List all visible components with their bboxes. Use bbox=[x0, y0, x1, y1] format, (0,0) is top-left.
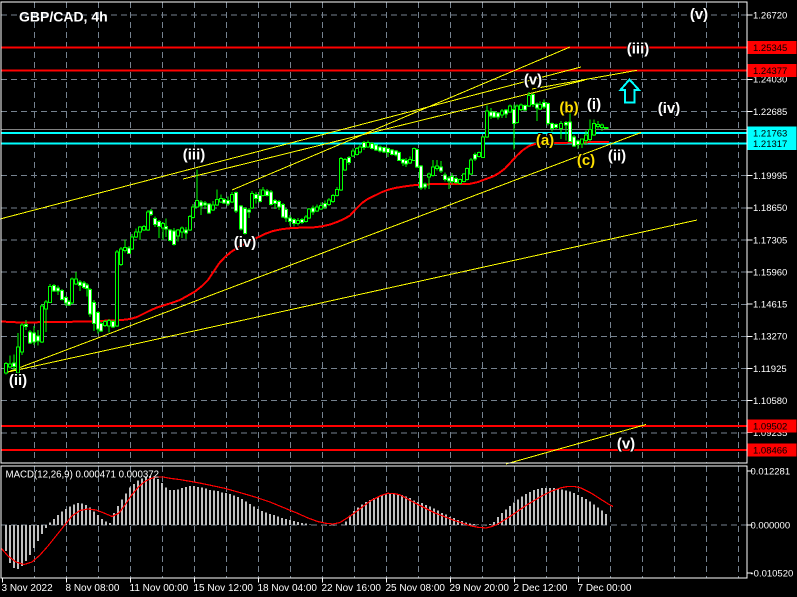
svg-text:3 Nov 2022: 3 Nov 2022 bbox=[2, 583, 54, 594]
svg-text:(v): (v) bbox=[617, 436, 635, 453]
svg-text:(iv): (iv) bbox=[658, 100, 681, 117]
svg-text:(iii): (iii) bbox=[627, 41, 650, 58]
svg-text:(b): (b) bbox=[559, 100, 578, 117]
svg-text:(ii): (ii) bbox=[9, 372, 27, 389]
svg-text:29 Nov 20:00: 29 Nov 20:00 bbox=[450, 583, 510, 594]
svg-text:1.24030: 1.24030 bbox=[753, 75, 787, 86]
svg-text:18 Nov 04:00: 18 Nov 04:00 bbox=[258, 583, 318, 594]
svg-text:7 Dec 00:00: 7 Dec 00:00 bbox=[578, 583, 632, 594]
svg-text:2 Dec 12:00: 2 Dec 12:00 bbox=[514, 583, 568, 594]
svg-text:1.17305: 1.17305 bbox=[753, 235, 787, 246]
svg-text:1.11925: 1.11925 bbox=[753, 364, 787, 375]
svg-text:1.13270: 1.13270 bbox=[753, 332, 787, 343]
svg-text:1.25345: 1.25345 bbox=[753, 43, 787, 54]
svg-text:1.09235: 1.09235 bbox=[753, 428, 787, 439]
svg-text:25 Nov 08:00: 25 Nov 08:00 bbox=[386, 583, 446, 594]
svg-text:GBP/CAD, 4h: GBP/CAD, 4h bbox=[19, 9, 108, 25]
svg-text:1.21763: 1.21763 bbox=[753, 128, 787, 139]
svg-text:1.18650: 1.18650 bbox=[753, 203, 787, 214]
svg-text:0.000000: 0.000000 bbox=[751, 520, 791, 531]
svg-text:1.26720: 1.26720 bbox=[753, 10, 787, 21]
svg-text:1.09502: 1.09502 bbox=[753, 421, 787, 432]
svg-text:22 Nov 16:00: 22 Nov 16:00 bbox=[322, 583, 382, 594]
svg-text:8 Nov 08:00: 8 Nov 08:00 bbox=[66, 583, 120, 594]
svg-text:1.15960: 1.15960 bbox=[753, 267, 787, 278]
svg-text:1.21317: 1.21317 bbox=[753, 139, 787, 150]
svg-text:11 Nov 00:00: 11 Nov 00:00 bbox=[130, 583, 189, 594]
svg-text:-0.010520: -0.010520 bbox=[751, 568, 794, 579]
svg-text:1.08466: 1.08466 bbox=[753, 445, 787, 456]
svg-text:(iii): (iii) bbox=[183, 147, 206, 164]
svg-text:1.19995: 1.19995 bbox=[753, 171, 787, 182]
svg-text:1.14615: 1.14615 bbox=[753, 300, 787, 311]
svg-text:1.24377: 1.24377 bbox=[753, 66, 787, 77]
svg-text:(iv): (iv) bbox=[234, 234, 257, 251]
svg-text:1.10580: 1.10580 bbox=[753, 396, 787, 407]
svg-text:(a): (a) bbox=[536, 132, 554, 149]
svg-text:(v): (v) bbox=[524, 72, 542, 89]
svg-text:1.22685: 1.22685 bbox=[753, 107, 787, 118]
svg-text:(v): (v) bbox=[690, 6, 708, 23]
svg-text:MACD(12,26,9) 0.000471 0.00037: MACD(12,26,9) 0.000471 0.000372 bbox=[6, 470, 160, 481]
svg-text:(i): (i) bbox=[587, 96, 601, 113]
svg-text:(ii): (ii) bbox=[608, 148, 626, 165]
svg-text:0.012281: 0.012281 bbox=[751, 466, 791, 477]
svg-text:(c): (c) bbox=[577, 152, 595, 169]
svg-text:15 Nov 12:00: 15 Nov 12:00 bbox=[194, 583, 254, 594]
